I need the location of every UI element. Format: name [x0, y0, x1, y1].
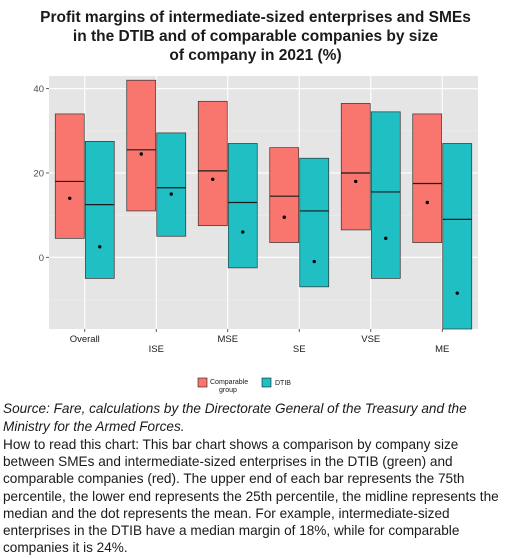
chart-boxes [54, 79, 473, 330]
legend-label-comparable-line1: Comparable [210, 379, 248, 386]
title-line-1: Profit margins of intermediate-sized ent… [40, 9, 471, 26]
legend-label-comparable-line2: group [219, 387, 237, 394]
x-tick-label: ISE [149, 344, 164, 355]
mean-point [354, 179, 358, 184]
legend-label-dtib: DTIB [275, 380, 291, 387]
mean-point [68, 196, 72, 200]
title-line-2: in the DTIB and of comparable companies … [72, 28, 439, 45]
mean-point [384, 236, 388, 241]
mean-point [98, 245, 102, 249]
mean-point [169, 192, 173, 196]
chart-grid [49, 76, 478, 329]
box [197, 100, 228, 227]
x-tick-label: MSE [217, 334, 238, 345]
mean-point [425, 200, 429, 205]
box [442, 143, 473, 330]
mean-point [241, 230, 245, 234]
y-axis: 0 20 40 [33, 84, 49, 264]
legend-key-dtib [261, 377, 272, 388]
mean-point [139, 152, 143, 156]
how-to-read: How to read this chart: This bar chart s… [3, 437, 499, 556]
title-line-3: of company in 2021 (%) [169, 47, 342, 64]
box [54, 113, 85, 239]
x-tick-label: SE [293, 344, 306, 355]
legend-key-comparable [197, 377, 208, 388]
x-tick-label: ME [435, 344, 449, 355]
mean-point [312, 259, 316, 264]
x-tick-label: Overall [70, 334, 100, 345]
box [156, 132, 187, 237]
box [299, 157, 330, 288]
y-tick-label: 20 [33, 168, 44, 179]
y-tick-label: 0 [39, 253, 44, 264]
box [126, 79, 157, 212]
plot-panel [49, 76, 478, 329]
mean-point [282, 215, 286, 219]
box [340, 103, 371, 231]
box [84, 141, 115, 279]
box [269, 147, 300, 243]
y-tick-label: 40 [33, 84, 44, 95]
box [370, 111, 401, 279]
x-tick-label: VSE [361, 334, 380, 345]
box-chart: 0 20 40 Overall ISE MSE SE VSE ME Comparable gr… [33, 76, 478, 394]
mean-point [455, 291, 459, 295]
chart-title: Profit margins of intermediate-sized ent… [0, 8, 511, 65]
mean-point [211, 177, 215, 182]
box [227, 143, 258, 269]
chart-legend: Comparable group DTIB [197, 377, 291, 394]
box [412, 113, 443, 243]
source-note: Source: Fare, calculations by the Direct… [3, 401, 467, 434]
x-axis: Overall ISE MSE SE VSE ME [70, 329, 449, 355]
